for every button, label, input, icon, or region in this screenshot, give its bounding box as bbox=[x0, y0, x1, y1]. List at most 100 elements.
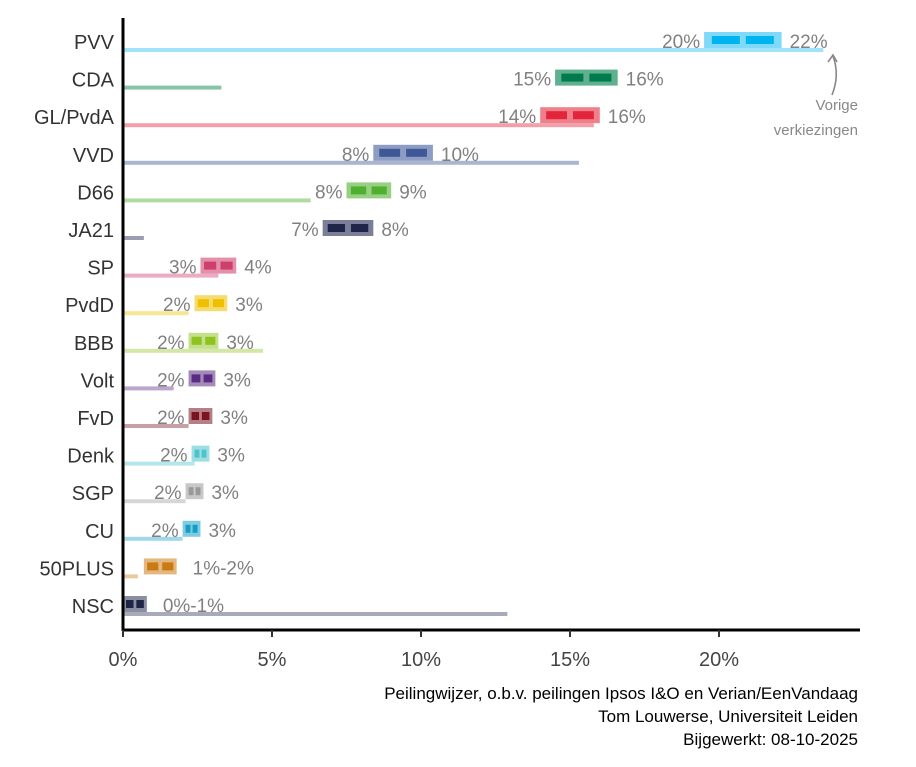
poll-range-inner-right bbox=[201, 449, 207, 458]
party-label: Denk bbox=[67, 446, 115, 468]
previous-election-bar bbox=[123, 536, 183, 541]
x-tick-label: 0% bbox=[109, 649, 138, 671]
annotation-text-line1: Vorige bbox=[815, 97, 858, 114]
party-label: 50PLUS bbox=[40, 558, 115, 580]
low-estimate-label: 20% bbox=[662, 32, 700, 53]
low-estimate-label: 7% bbox=[291, 220, 319, 241]
poll-range-inner-right bbox=[371, 186, 387, 195]
x-tick-label: 15% bbox=[550, 649, 590, 671]
poll-range-inner-right bbox=[573, 111, 594, 120]
high-estimate-label: 1%-2% bbox=[193, 558, 254, 579]
poll-range-inner-right bbox=[205, 336, 216, 345]
low-estimate-label: 2% bbox=[157, 333, 185, 354]
poll-range-inner-left bbox=[546, 111, 567, 120]
low-estimate-label: 8% bbox=[342, 145, 370, 166]
poll-range-inner-left bbox=[185, 524, 191, 533]
high-estimate-label: 3% bbox=[211, 483, 239, 504]
previous-election-bar bbox=[123, 612, 508, 616]
previous-election-bar bbox=[123, 123, 594, 128]
poll-range-box bbox=[191, 445, 210, 462]
previous-election-bar bbox=[123, 160, 579, 165]
poll-range-inner-right bbox=[406, 148, 427, 157]
high-estimate-label: 0%-1% bbox=[163, 596, 224, 617]
previous-election-bar bbox=[123, 236, 144, 240]
party-label: Volt bbox=[81, 370, 115, 392]
poll-range-box bbox=[185, 483, 204, 500]
previous-election-bar bbox=[123, 574, 138, 579]
low-estimate-label: 14% bbox=[498, 107, 536, 128]
poll-range-inner-left bbox=[327, 224, 345, 232]
low-estimate-label: 2% bbox=[157, 370, 185, 391]
high-estimate-label: 9% bbox=[399, 182, 427, 203]
previous-election-bar bbox=[123, 348, 264, 353]
high-estimate-label: 4% bbox=[244, 258, 272, 279]
low-estimate-label: 2% bbox=[157, 408, 185, 429]
poll-range-inner-right bbox=[192, 524, 198, 533]
low-estimate-label: 3% bbox=[169, 258, 197, 279]
high-estimate-label: 22% bbox=[790, 32, 828, 53]
high-estimate-label: 3% bbox=[217, 446, 245, 467]
poll-range-inner-left bbox=[204, 261, 217, 270]
previous-election-bar bbox=[123, 499, 186, 504]
poll-range-inner-right bbox=[745, 36, 774, 44]
annotation-text-line2: verkiezingen bbox=[774, 122, 858, 139]
updated-date: Bijgewerkt: 08-10-2025 bbox=[683, 730, 858, 749]
high-estimate-label: 16% bbox=[608, 107, 646, 128]
low-estimate-label: 2% bbox=[160, 446, 188, 467]
annotation-arrow bbox=[831, 55, 838, 96]
party-label: GL/PvdA bbox=[34, 107, 115, 129]
poll-range-inner-left bbox=[561, 73, 584, 82]
poll-range-inner-right bbox=[203, 374, 213, 383]
low-estimate-label: 2% bbox=[163, 295, 191, 316]
party-label: JA21 bbox=[68, 220, 114, 242]
high-estimate-label: 3% bbox=[208, 521, 236, 542]
poll-range-inner-right bbox=[136, 600, 144, 608]
previous-election-bar bbox=[123, 386, 174, 391]
poll-range-inner-right bbox=[195, 487, 201, 496]
poll-range-inner-left bbox=[711, 36, 740, 44]
party-label: SGP bbox=[72, 483, 114, 505]
source-note: Peilingwijzer, o.b.v. peilingen Ipsos I&… bbox=[384, 684, 858, 703]
poll-range-inner-left bbox=[191, 374, 201, 383]
poll-range-inner-right bbox=[220, 261, 233, 270]
author-note: Tom Louwerse, Universiteit Leiden bbox=[598, 707, 858, 726]
poll-range-inner-right bbox=[350, 224, 369, 232]
party-label: PvdD bbox=[65, 295, 114, 317]
poll-range-inner-left bbox=[188, 487, 194, 496]
poll-range-inner-left bbox=[191, 412, 200, 420]
poll-range-inner-left bbox=[147, 562, 159, 571]
previous-election-bar bbox=[123, 424, 189, 428]
previous-election-bar bbox=[123, 48, 824, 52]
low-estimate-label: 2% bbox=[151, 521, 179, 542]
poll-range-box bbox=[182, 520, 201, 537]
poll-range-inner-left bbox=[191, 336, 202, 345]
poll-range-inner-right bbox=[162, 562, 174, 571]
party-label: CU bbox=[85, 521, 114, 543]
poll-range-inner-left bbox=[350, 186, 367, 195]
poll-range-inner-left bbox=[197, 299, 209, 308]
poll-range-inner-right bbox=[201, 412, 210, 420]
high-estimate-label: 3% bbox=[223, 370, 251, 391]
poll-range-inner-right bbox=[212, 299, 225, 308]
x-tick-label: 20% bbox=[699, 649, 739, 671]
high-estimate-label: 10% bbox=[441, 145, 479, 166]
poll-range-inner-left bbox=[379, 148, 401, 157]
party-label: BBB bbox=[74, 333, 114, 355]
party-label: VVD bbox=[73, 145, 114, 167]
party-label: NSC bbox=[72, 596, 114, 618]
high-estimate-label: 3% bbox=[235, 295, 263, 316]
party-label: FvD bbox=[77, 408, 114, 430]
poll-range-inner-left bbox=[126, 600, 134, 608]
previous-election-bar bbox=[123, 311, 189, 316]
previous-election-bar bbox=[123, 273, 219, 278]
high-estimate-label: 16% bbox=[626, 70, 664, 91]
previous-election-bar bbox=[123, 461, 195, 466]
low-estimate-label: 8% bbox=[315, 182, 343, 203]
x-tick-label: 5% bbox=[258, 649, 287, 671]
x-tick-label: 10% bbox=[401, 649, 441, 671]
chart-footer: Peilingwijzer, o.b.v. peilingen Ipsos I&… bbox=[384, 682, 858, 751]
poll-range-inner-left bbox=[194, 449, 200, 458]
party-label: SP bbox=[87, 258, 114, 280]
low-estimate-label: 2% bbox=[154, 483, 182, 504]
